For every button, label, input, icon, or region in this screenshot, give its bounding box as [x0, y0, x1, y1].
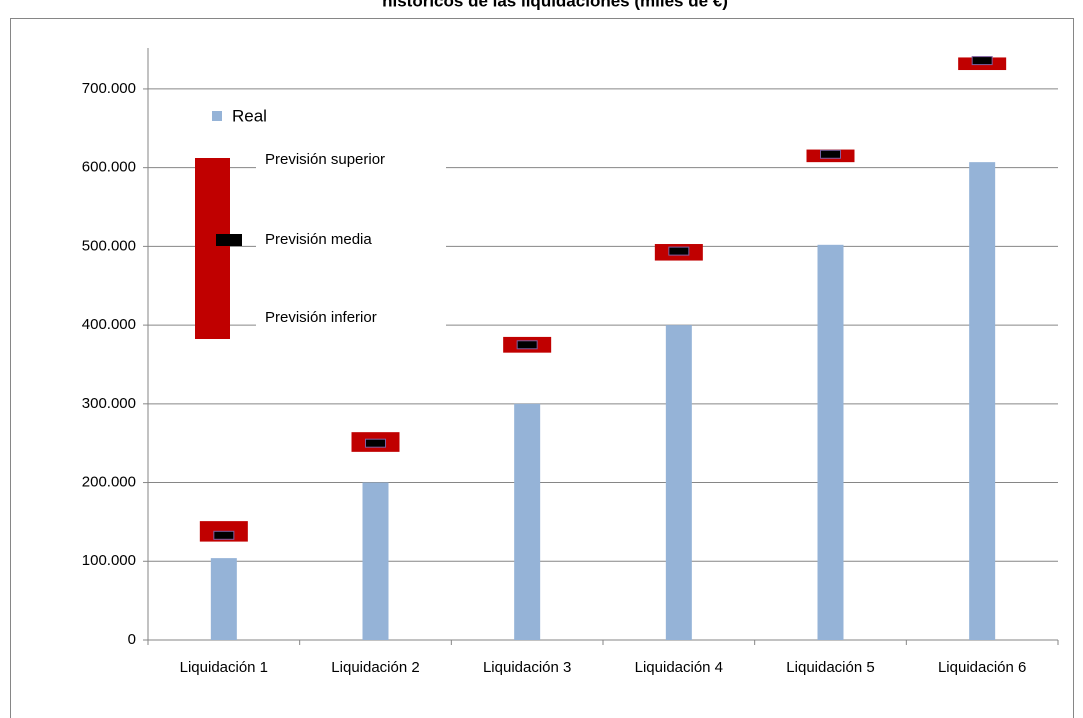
forecast-mean — [213, 530, 235, 540]
legend-label: Previsión inferior — [265, 309, 377, 326]
legend-label: Previsión superior — [265, 151, 385, 168]
x-tick-label: Liquidación 6 — [938, 659, 1026, 676]
legend-label-bg — [256, 148, 446, 172]
legend-mean — [216, 234, 242, 246]
legend-label: Real — [232, 106, 267, 125]
legend-range — [195, 158, 230, 339]
y-tick-label: 400.000 — [82, 316, 136, 333]
x-tick-label: Liquidación 5 — [786, 659, 874, 676]
bar — [665, 325, 692, 640]
forecast-mean — [516, 340, 538, 350]
y-tick-label: 300.000 — [82, 395, 136, 412]
forecast-mean — [668, 246, 690, 256]
bar — [969, 162, 996, 641]
legend-label-bg — [256, 228, 446, 252]
legend-swatch — [212, 111, 222, 121]
bar — [817, 244, 844, 640]
x-tick-label: Liquidación 3 — [483, 659, 571, 676]
legend-label-bg — [256, 306, 446, 330]
y-tick-label: 700.000 — [82, 80, 136, 97]
x-tick-label: Liquidación 1 — [180, 659, 268, 676]
x-tick-label: Liquidación 4 — [635, 659, 723, 676]
y-tick-label: 600.000 — [82, 159, 136, 176]
chart-title: históricos de las liquidaciones (miles d… — [382, 0, 728, 10]
forecast-mean — [971, 56, 993, 66]
y-tick-label: 200.000 — [82, 474, 136, 491]
y-tick-label: 500.000 — [82, 237, 136, 254]
bar — [210, 558, 237, 640]
forecast-mean — [365, 438, 386, 448]
bar — [362, 482, 389, 640]
forecast-mean — [820, 149, 841, 159]
legend-label: Previsión media — [265, 231, 372, 248]
x-tick-label: Liquidación 2 — [331, 659, 419, 676]
y-tick-label: 100.000 — [82, 552, 136, 569]
y-tick-label: 0 — [128, 631, 136, 648]
bar — [514, 403, 541, 640]
chart-frame — [10, 18, 1074, 718]
